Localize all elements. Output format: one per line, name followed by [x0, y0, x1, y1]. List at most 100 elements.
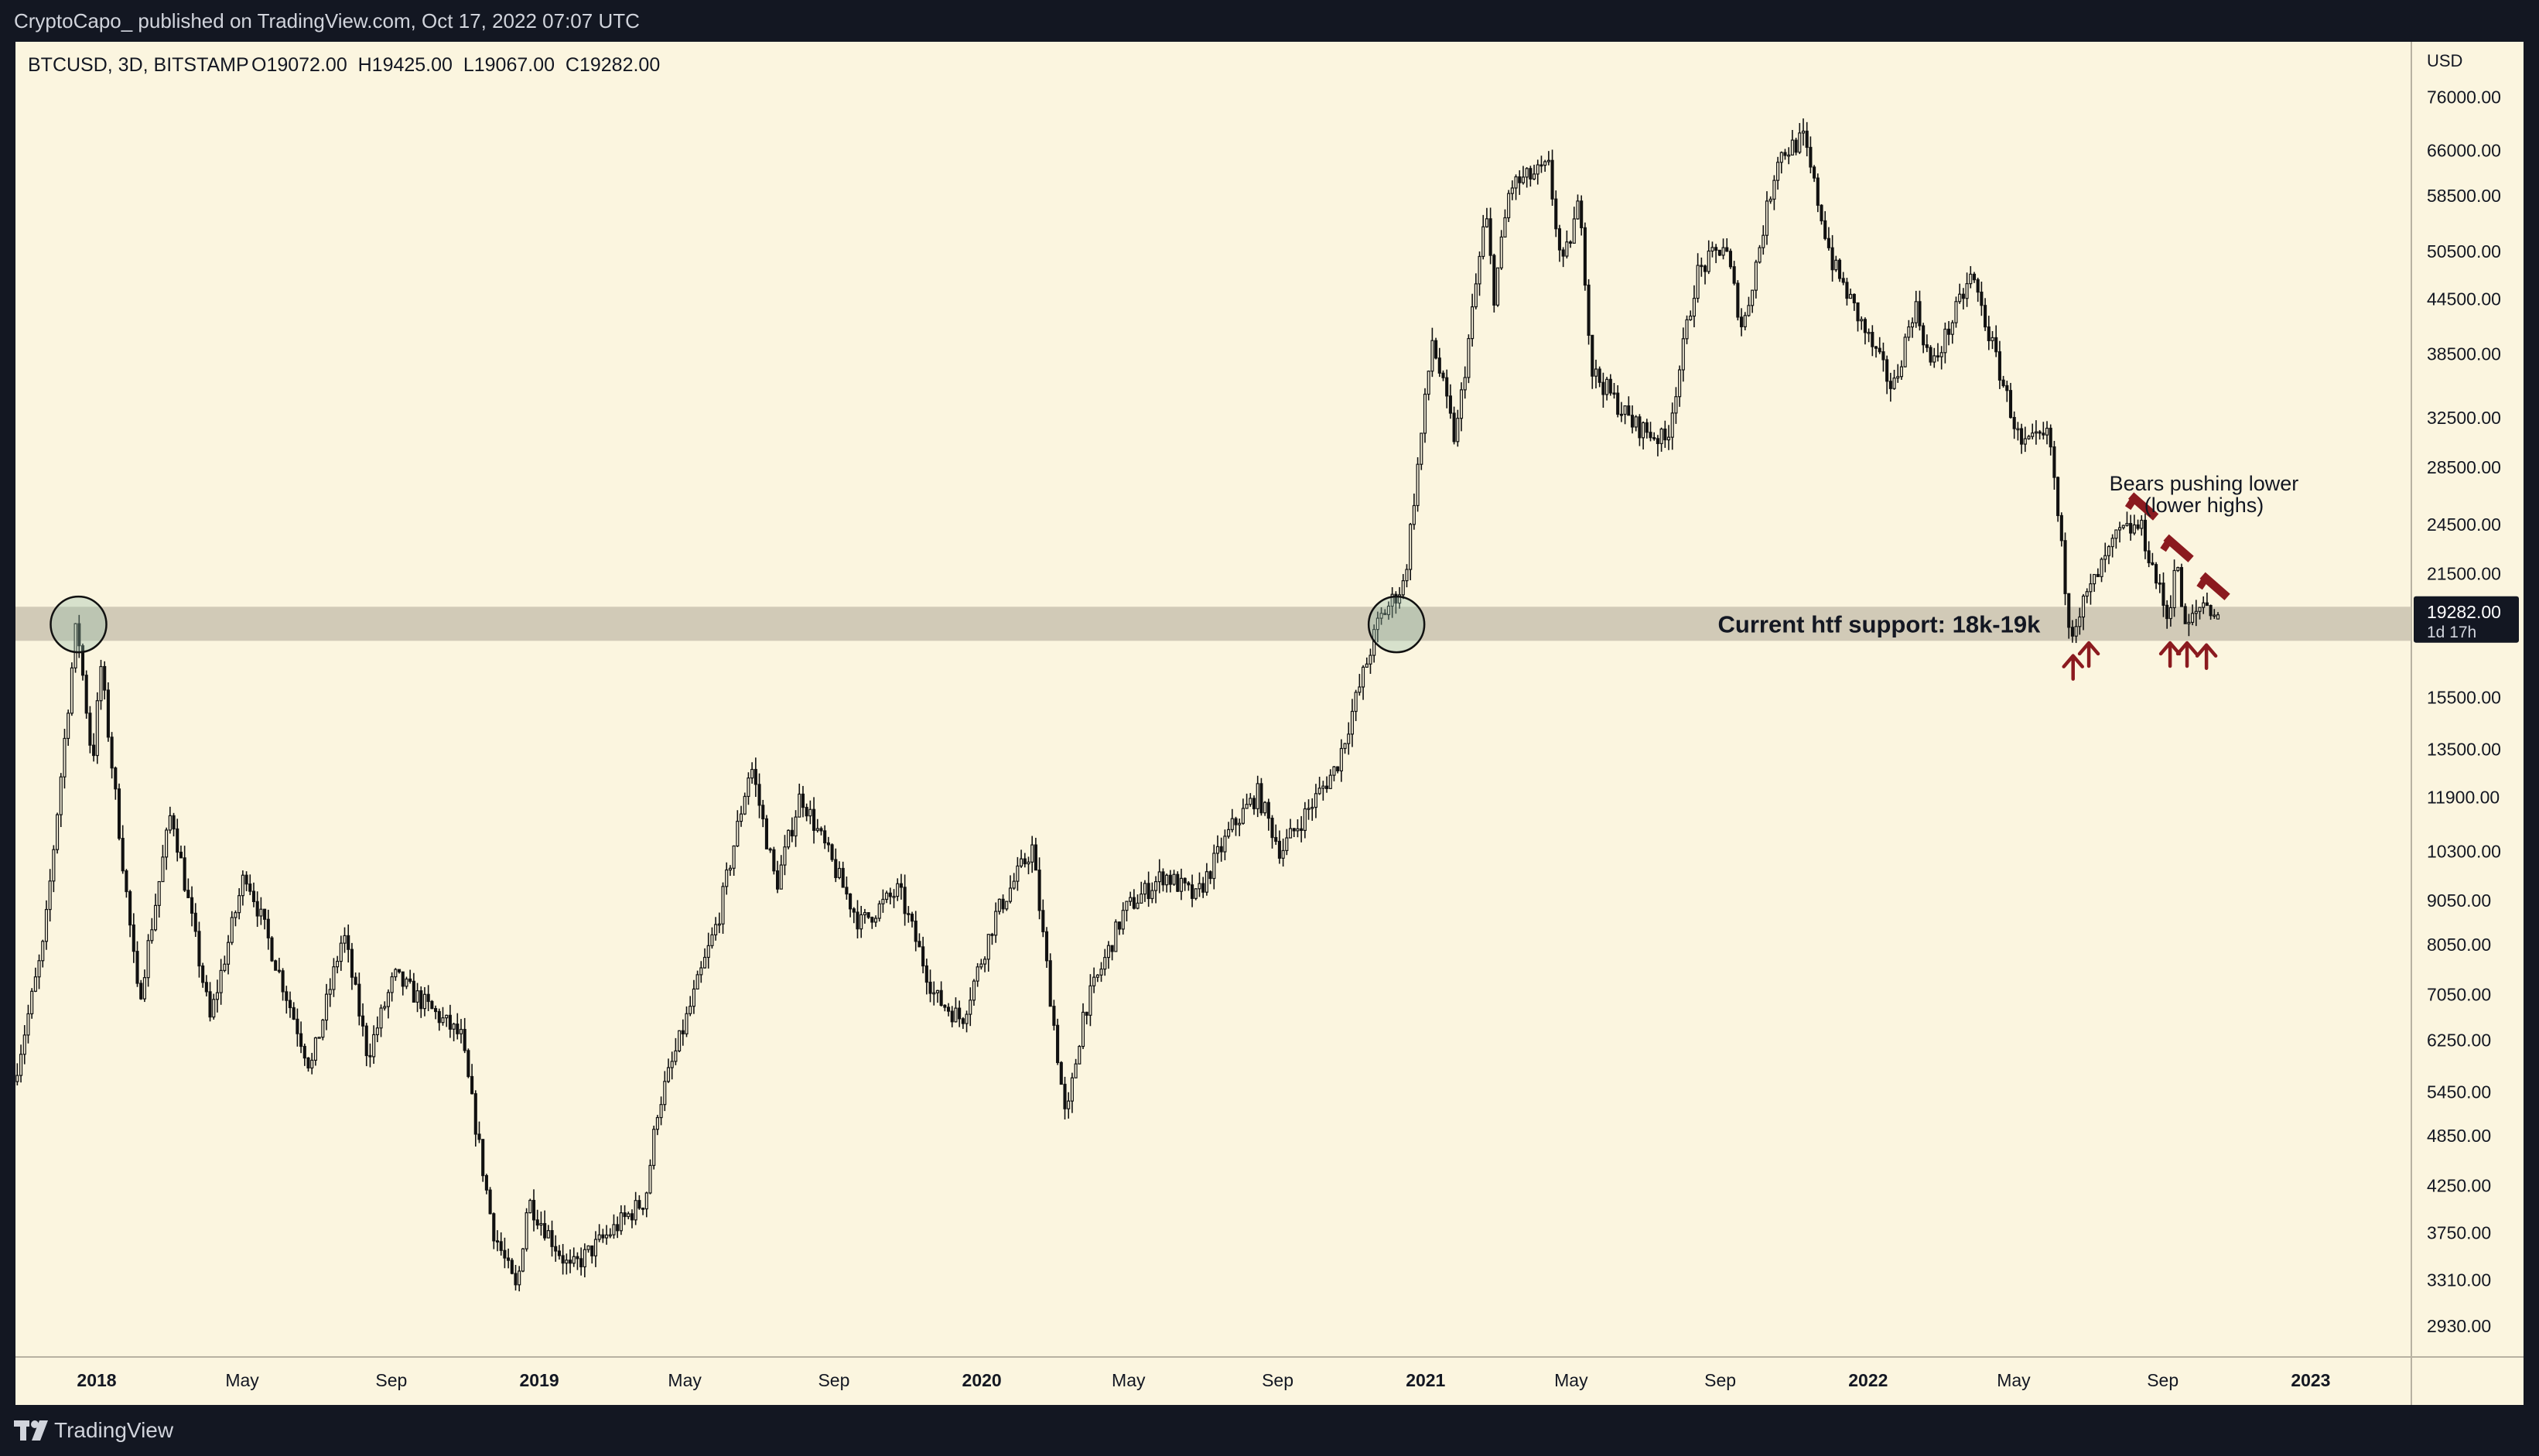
candle-body — [1783, 152, 1787, 156]
candle-body — [666, 1067, 671, 1082]
candle-body — [1899, 366, 1904, 378]
candle-body — [950, 1010, 954, 1023]
candlestick-chart[interactable]: Current htf support: 18k-19k Bears pushin… — [0, 0, 2539, 1405]
candle-body — [448, 1014, 452, 1030]
candle-body — [1198, 883, 1201, 890]
candle-body — [2168, 607, 2172, 620]
candle-body — [37, 960, 41, 978]
candle-body — [277, 969, 281, 972]
candle-body — [510, 1259, 514, 1274]
candle-body — [2132, 524, 2136, 534]
candle-body — [1117, 921, 1122, 930]
candle-body — [1343, 743, 1347, 750]
price-tick-label: 8050.00 — [2427, 935, 2491, 955]
candle-body — [1845, 282, 1849, 299]
candle-body — [1997, 351, 2001, 381]
time-tick-label: 2018 — [77, 1370, 116, 1390]
candle-body — [1779, 152, 1783, 163]
candle-body — [1546, 159, 1550, 162]
candle-body — [1092, 976, 1096, 986]
candle-body — [1936, 355, 1940, 358]
candle-body — [1495, 267, 1500, 306]
candle-body — [1994, 337, 1998, 353]
lower-high-dash — [2199, 572, 2230, 600]
candle-body — [1412, 504, 1416, 525]
support-annotation-label: Current htf support: 18k-19k — [1718, 611, 2042, 638]
candle-body — [528, 1199, 532, 1214]
candle-body — [787, 829, 791, 848]
candle-body — [593, 1239, 598, 1256]
candle-body — [924, 965, 928, 983]
price-tick-label: 21500.00 — [2427, 564, 2501, 584]
candle-body — [481, 1139, 485, 1177]
candle-body — [456, 1024, 460, 1034]
candle-body — [979, 963, 983, 968]
candle-body — [1947, 328, 1951, 335]
candle-body — [317, 1037, 321, 1039]
time-tick-label: May — [1112, 1370, 1146, 1390]
candle-body — [1336, 766, 1340, 772]
candle-body — [1194, 888, 1198, 899]
candle-body — [870, 917, 874, 923]
candle-body — [1903, 337, 1907, 367]
up-arrow-icon — [2158, 641, 2182, 668]
candle-body — [375, 1027, 379, 1036]
candle-body — [986, 934, 990, 960]
price-axis-background[interactable] — [2411, 42, 2524, 1357]
candle-body — [408, 978, 412, 982]
candle-body — [103, 665, 107, 691]
candle-body — [1223, 836, 1227, 853]
candle-body — [473, 1093, 477, 1135]
candle-body — [1238, 822, 1242, 825]
candle-body — [1270, 817, 1274, 839]
candle-body — [419, 990, 423, 1010]
candle-body — [1274, 836, 1278, 842]
legend-symbol: BTCUSD, 3D, BITSTAMP — [28, 54, 249, 76]
candle-body — [659, 1104, 663, 1119]
candle-body — [576, 1256, 579, 1259]
time-axis-background[interactable] — [15, 1357, 2411, 1405]
candle-body — [1459, 389, 1464, 419]
candle-countdown-label: 1d 17h — [2427, 624, 2476, 641]
candle-body — [1532, 173, 1536, 179]
candle-body — [1692, 297, 1696, 317]
candle-body — [1980, 291, 1984, 306]
price-tick-label: 11900.00 — [2427, 787, 2500, 807]
candle-body — [681, 1030, 685, 1034]
candle-body — [543, 1222, 547, 1239]
candle-body — [1991, 337, 1994, 341]
candle-body — [554, 1246, 558, 1252]
candle-body — [1212, 853, 1216, 880]
candle-body — [208, 991, 212, 1018]
candle-body — [350, 948, 354, 978]
candle-body — [1834, 259, 1838, 271]
candle-body — [1885, 359, 1889, 382]
candle-body — [1645, 422, 1649, 433]
candle-body — [459, 1028, 463, 1034]
candle-body — [1849, 293, 1853, 299]
candle-body — [59, 776, 63, 815]
candle-body — [281, 970, 285, 993]
candle-body — [1772, 179, 1776, 200]
candle-body — [1420, 432, 1423, 465]
candle-body — [1765, 200, 1769, 236]
candle-body — [70, 667, 73, 714]
candle-body — [1616, 392, 1620, 415]
candle-body — [368, 1054, 372, 1058]
candle-body — [255, 901, 259, 917]
candle-body — [1914, 301, 1918, 323]
candle-body — [33, 976, 37, 992]
candle-body — [503, 1249, 507, 1259]
price-tick-label: 3750.00 — [2427, 1223, 2491, 1243]
candle-body — [390, 976, 394, 993]
candle-body — [237, 895, 241, 914]
candle-body — [1627, 405, 1631, 416]
candle-body — [1823, 220, 1827, 239]
candle-body — [1215, 846, 1220, 854]
candle-body — [954, 1007, 958, 1023]
candle-body — [215, 992, 220, 1000]
candle-body — [394, 969, 398, 978]
lower-high-dash-tick — [2160, 538, 2172, 552]
candle-body — [1878, 347, 1881, 353]
candle-body — [899, 883, 903, 888]
